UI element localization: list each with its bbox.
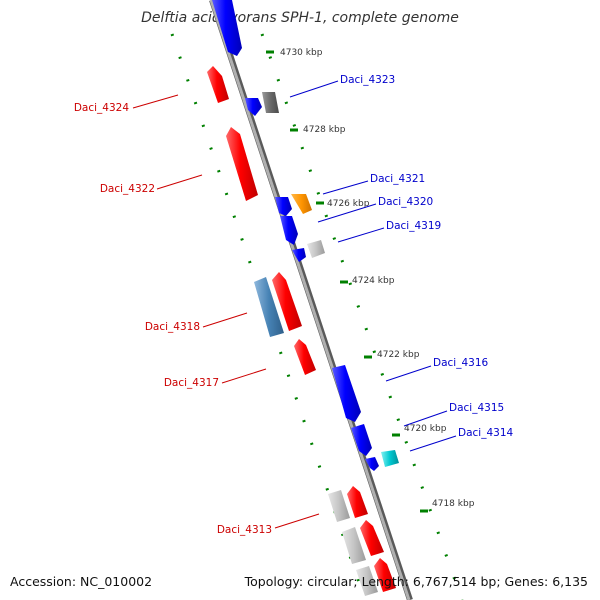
gene-label-daci-4320[interactable]: Daci_4320 xyxy=(378,196,433,208)
gene-label-daci-4314[interactable]: Daci_4314 xyxy=(458,427,514,439)
gene-arrow[interactable] xyxy=(360,520,384,556)
gene-arrow[interactable] xyxy=(254,277,284,337)
gene-arrow[interactable] xyxy=(307,240,325,258)
tick-4730: 4730 kbp xyxy=(266,48,323,58)
gene-label-daci-4322[interactable]: Daci_4322 xyxy=(100,183,155,195)
gene-label-daci-4315[interactable]: Daci_4315 xyxy=(449,402,504,414)
forward-gene-labels: Daci_4324 Daci_4322 Daci_4318 Daci_4317 … xyxy=(74,94,320,536)
gene-label-daci-4313[interactable]: Daci_4313 xyxy=(217,524,272,536)
genome-summary: Topology: circular; Length: 6,767,514 bp… xyxy=(244,574,588,589)
gene-arrow[interactable] xyxy=(374,558,396,592)
gene-arrow[interactable] xyxy=(292,248,306,262)
gene-label-daci-4318[interactable]: Daci_4318 xyxy=(145,321,200,333)
tick-label: 4718 kbp xyxy=(432,499,475,509)
gene-arrow[interactable] xyxy=(262,92,279,113)
accession-label: Accession: NC_010002 xyxy=(10,574,153,589)
gene-arrow[interactable] xyxy=(332,365,361,422)
gene-arrow[interactable] xyxy=(280,216,298,245)
tick-label: 4724 kbp xyxy=(352,276,395,286)
kbp-ticks: 4730 kbp 4728 kbp 4726 kbp 4724 kbp 4722… xyxy=(266,48,475,513)
tick-4726: 4726 kbp xyxy=(316,199,370,209)
tick-label: 4728 kbp xyxy=(303,125,346,135)
tick-label: 4720 kbp xyxy=(404,424,447,434)
tick-4722: 4722 kbp xyxy=(364,350,420,360)
genome-backbone xyxy=(209,0,411,600)
gene-arrow[interactable] xyxy=(245,98,262,116)
tick-label: 4730 kbp xyxy=(280,48,323,58)
forward-strand-genes xyxy=(207,66,396,596)
reverse-strand-genes xyxy=(212,0,399,471)
gene-label-daci-4323[interactable]: Daci_4323 xyxy=(340,74,395,86)
gene-arrow[interactable] xyxy=(356,566,378,596)
tick-4720: 4720 kbp xyxy=(392,424,447,437)
gene-arrow[interactable] xyxy=(347,486,368,518)
gene-arrow[interactable] xyxy=(212,0,242,56)
tick-4728: 4728 kbp xyxy=(290,125,346,135)
gene-arrow[interactable] xyxy=(351,424,372,456)
gene-arrow[interactable] xyxy=(275,197,292,216)
gene-arrow[interactable] xyxy=(294,339,316,375)
gene-arrow[interactable] xyxy=(226,127,258,201)
gene-arrow[interactable] xyxy=(381,450,399,467)
gene-label-daci-4321[interactable]: Daci_4321 xyxy=(370,173,425,185)
gene-arrow[interactable] xyxy=(291,194,312,214)
reverse-gene-labels: Daci_4323 Daci_4321 Daci_4320 Daci_4319 … xyxy=(289,74,514,452)
gene-label-daci-4317[interactable]: Daci_4317 xyxy=(164,377,219,389)
gene-label-daci-4316[interactable]: Daci_4316 xyxy=(433,357,489,369)
gene-arrow[interactable] xyxy=(365,457,379,471)
gene-arrow[interactable] xyxy=(342,527,366,564)
gene-label-daci-4319[interactable]: Daci_4319 xyxy=(386,220,441,232)
gene-arrow[interactable] xyxy=(328,490,350,522)
gene-label-daci-4324[interactable]: Daci_4324 xyxy=(74,102,130,114)
tick-4718: 4718 kbp xyxy=(420,499,475,513)
gene-arrow[interactable] xyxy=(207,66,229,103)
tick-label: 4726 kbp xyxy=(327,199,370,209)
gene-arrow[interactable] xyxy=(272,272,302,331)
tick-4724: 4724 kbp xyxy=(340,276,395,286)
tick-label: 4722 kbp xyxy=(377,350,420,360)
